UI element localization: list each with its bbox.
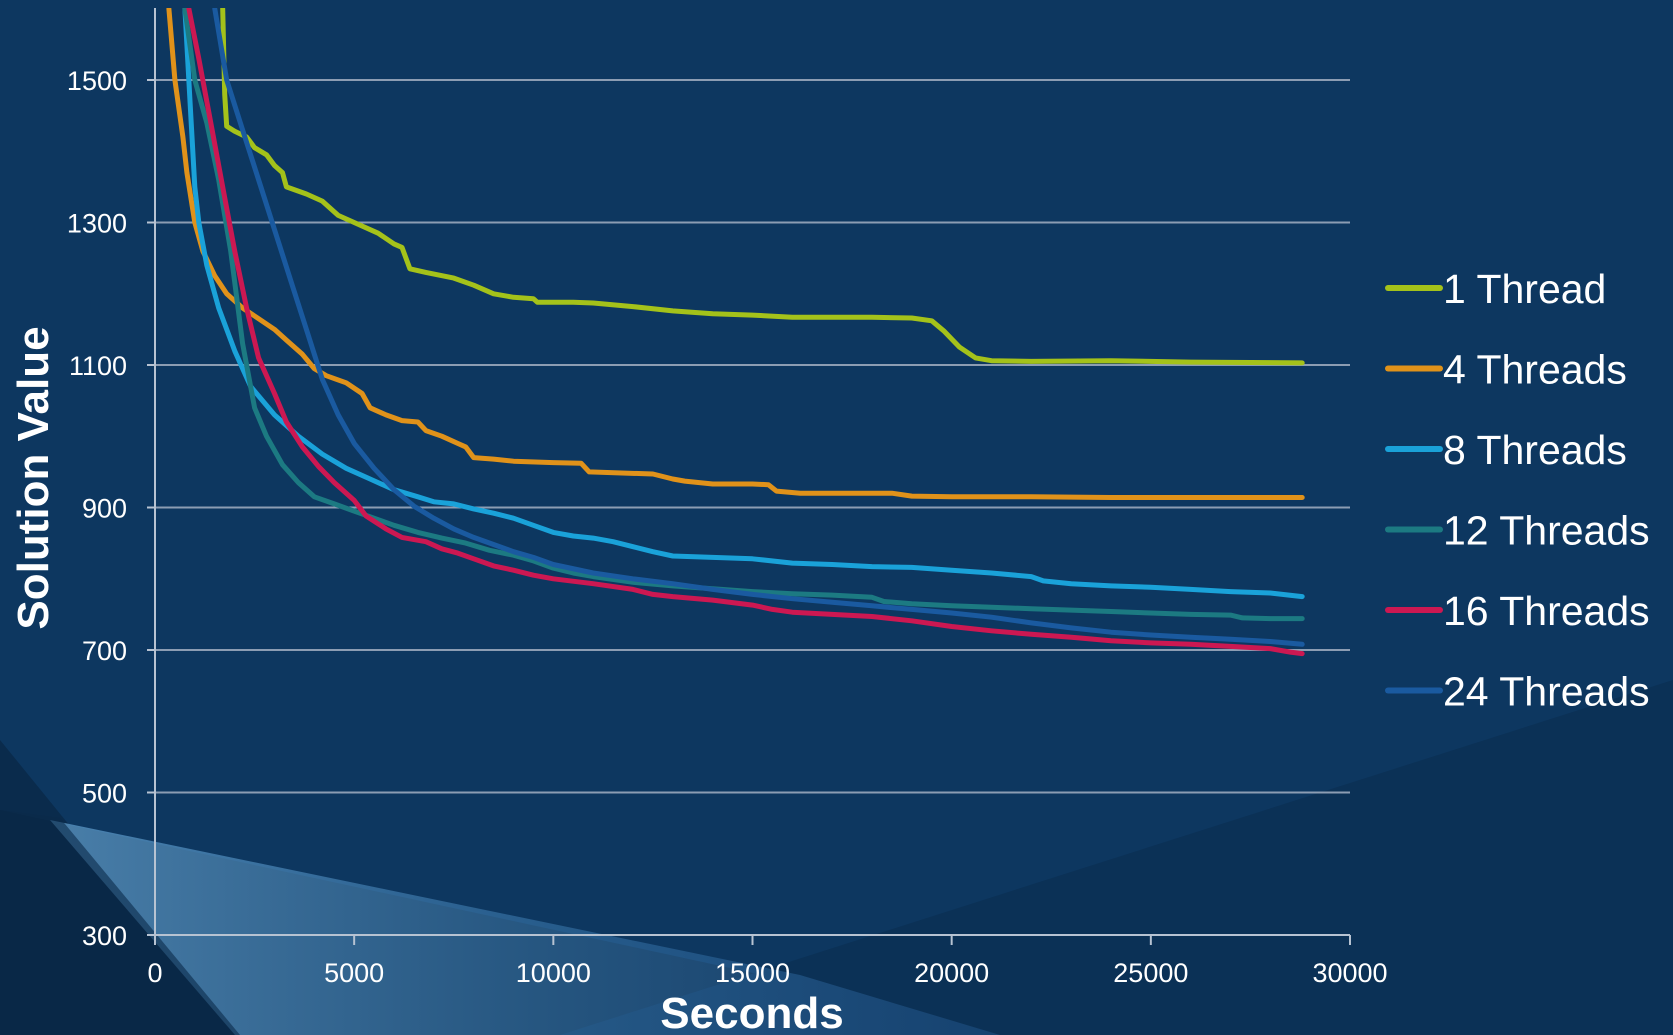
y-tick-labels: 300 500 700 900 1100 1300 1500 <box>67 66 127 951</box>
x-tick-label: 5000 <box>324 958 384 988</box>
y-tick-label: 1500 <box>67 66 127 96</box>
legend-label: 8 Threads <box>1443 427 1627 473</box>
legend-item: 24 Threads <box>1385 669 1650 715</box>
y-tick-label: 1300 <box>67 209 127 239</box>
legend-label: 24 Threads <box>1443 669 1650 715</box>
series-line-12-threads <box>182 8 1305 622</box>
y-axis-title: Solution Value <box>9 326 58 629</box>
y-tick-label: 500 <box>82 779 127 809</box>
series-line-16-threads <box>186 8 1305 657</box>
x-tick-label: 0 <box>147 958 162 988</box>
series-line-24-threads <box>212 8 1305 647</box>
x-tick-label: 25000 <box>1113 958 1188 988</box>
x-tick-label: 10000 <box>516 958 591 988</box>
y-tick-label: 700 <box>82 636 127 666</box>
legend-label: 16 Threads <box>1443 588 1650 634</box>
legend-item: 12 Threads <box>1385 508 1650 554</box>
series-lines <box>166 8 1305 657</box>
x-tick-label: 20000 <box>914 958 989 988</box>
legend-label: 12 Threads <box>1443 508 1650 554</box>
y-tick-label: 300 <box>82 921 127 951</box>
legend-item: 4 Threads <box>1385 347 1627 393</box>
legend-label: 4 Threads <box>1443 347 1627 393</box>
legend: 1 Thread 4 Threads 8 Threads 12 Threads 16 T… <box>1385 266 1650 715</box>
series-line-1-thread <box>220 8 1305 366</box>
series-line-8-threads <box>182 8 1305 600</box>
x-tick-label: 30000 <box>1312 958 1387 988</box>
x-axis-title: Seconds <box>660 989 843 1035</box>
y-tick-label: 1100 <box>69 351 127 381</box>
x-tick-labels: 0 5000 10000 15000 20000 25000 30000 <box>147 958 1387 988</box>
legend-item: 1 Thread <box>1385 266 1606 312</box>
legend-item: 8 Threads <box>1385 427 1627 473</box>
legend-label: 1 Thread <box>1443 266 1606 312</box>
x-tick-label: 15000 <box>715 958 790 988</box>
y-tick-label: 900 <box>82 494 127 524</box>
axes <box>147 8 1351 945</box>
legend-item: 16 Threads <box>1385 588 1650 634</box>
